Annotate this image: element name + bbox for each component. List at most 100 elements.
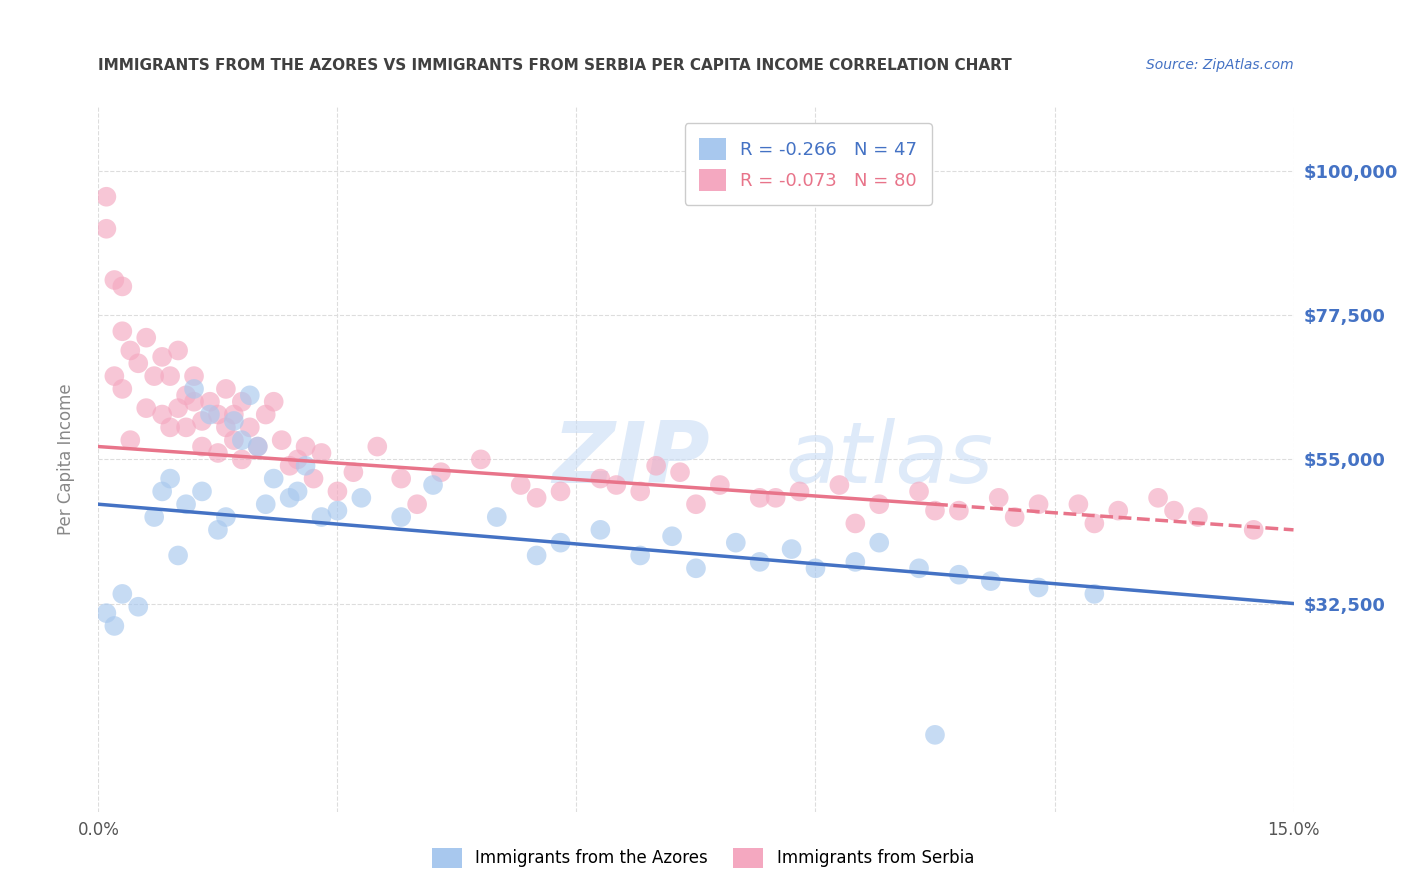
Point	[167, 401, 190, 416]
Point	[948, 567, 970, 582]
Point	[159, 369, 181, 384]
Point	[127, 599, 149, 614]
Point	[191, 484, 214, 499]
Point	[246, 440, 269, 454]
Point	[422, 478, 444, 492]
Point	[222, 414, 245, 428]
Point	[1083, 587, 1105, 601]
Point	[287, 452, 309, 467]
Point	[780, 542, 803, 557]
Text: atlas: atlas	[786, 417, 994, 501]
Point	[406, 497, 429, 511]
Point	[661, 529, 683, 543]
Point	[1028, 581, 1050, 595]
Point	[254, 408, 277, 422]
Point	[430, 465, 453, 479]
Point	[550, 535, 572, 549]
Point	[342, 465, 364, 479]
Point	[485, 510, 508, 524]
Point	[263, 472, 285, 486]
Point	[191, 414, 214, 428]
Point	[294, 440, 316, 454]
Point	[222, 433, 245, 447]
Point	[605, 478, 627, 492]
Point	[628, 549, 651, 563]
Point	[948, 503, 970, 517]
Point	[215, 382, 238, 396]
Point	[198, 394, 221, 409]
Point	[174, 420, 197, 434]
Point	[246, 440, 269, 454]
Point	[96, 606, 118, 620]
Point	[103, 369, 125, 384]
Point	[135, 401, 157, 416]
Point	[191, 440, 214, 454]
Point	[287, 484, 309, 499]
Point	[804, 561, 827, 575]
Point	[645, 458, 668, 473]
Point	[924, 728, 946, 742]
Point	[278, 458, 301, 473]
Point	[1163, 503, 1185, 517]
Point	[828, 478, 851, 492]
Point	[103, 273, 125, 287]
Point	[215, 510, 238, 524]
Point	[174, 388, 197, 402]
Point	[167, 343, 190, 358]
Point	[278, 491, 301, 505]
Point	[167, 549, 190, 563]
Point	[135, 331, 157, 345]
Point	[1147, 491, 1170, 505]
Point	[724, 535, 747, 549]
Point	[96, 221, 118, 235]
Point	[685, 561, 707, 575]
Point	[389, 510, 412, 524]
Point	[844, 516, 866, 531]
Point	[1243, 523, 1265, 537]
Point	[669, 465, 692, 479]
Legend: Immigrants from the Azores, Immigrants from Serbia: Immigrants from the Azores, Immigrants f…	[426, 841, 980, 875]
Point	[111, 279, 134, 293]
Point	[207, 523, 229, 537]
Point	[526, 549, 548, 563]
Point	[239, 388, 262, 402]
Point	[294, 458, 316, 473]
Point	[222, 408, 245, 422]
Point	[183, 369, 205, 384]
Point	[1083, 516, 1105, 531]
Point	[207, 446, 229, 460]
Point	[120, 433, 142, 447]
Point	[143, 510, 166, 524]
Point	[198, 408, 221, 422]
Point	[111, 382, 134, 396]
Point	[150, 350, 173, 364]
Point	[302, 472, 325, 486]
Point	[844, 555, 866, 569]
Point	[183, 382, 205, 396]
Point	[924, 503, 946, 517]
Point	[1187, 510, 1209, 524]
Point	[231, 433, 253, 447]
Point	[159, 420, 181, 434]
Point	[263, 394, 285, 409]
Point	[789, 484, 811, 499]
Point	[103, 619, 125, 633]
Y-axis label: Per Capita Income: Per Capita Income	[56, 384, 75, 535]
Point	[908, 484, 931, 499]
Point	[589, 523, 612, 537]
Point	[174, 497, 197, 511]
Point	[150, 408, 173, 422]
Point	[470, 452, 492, 467]
Point	[311, 446, 333, 460]
Point	[509, 478, 531, 492]
Text: ZIP: ZIP	[553, 417, 710, 501]
Point	[389, 472, 412, 486]
Legend: R = -0.266   N = 47, R = -0.073   N = 80: R = -0.266 N = 47, R = -0.073 N = 80	[685, 123, 932, 205]
Point	[183, 394, 205, 409]
Point	[207, 408, 229, 422]
Point	[311, 510, 333, 524]
Point	[748, 491, 770, 505]
Point	[685, 497, 707, 511]
Point	[1028, 497, 1050, 511]
Point	[270, 433, 292, 447]
